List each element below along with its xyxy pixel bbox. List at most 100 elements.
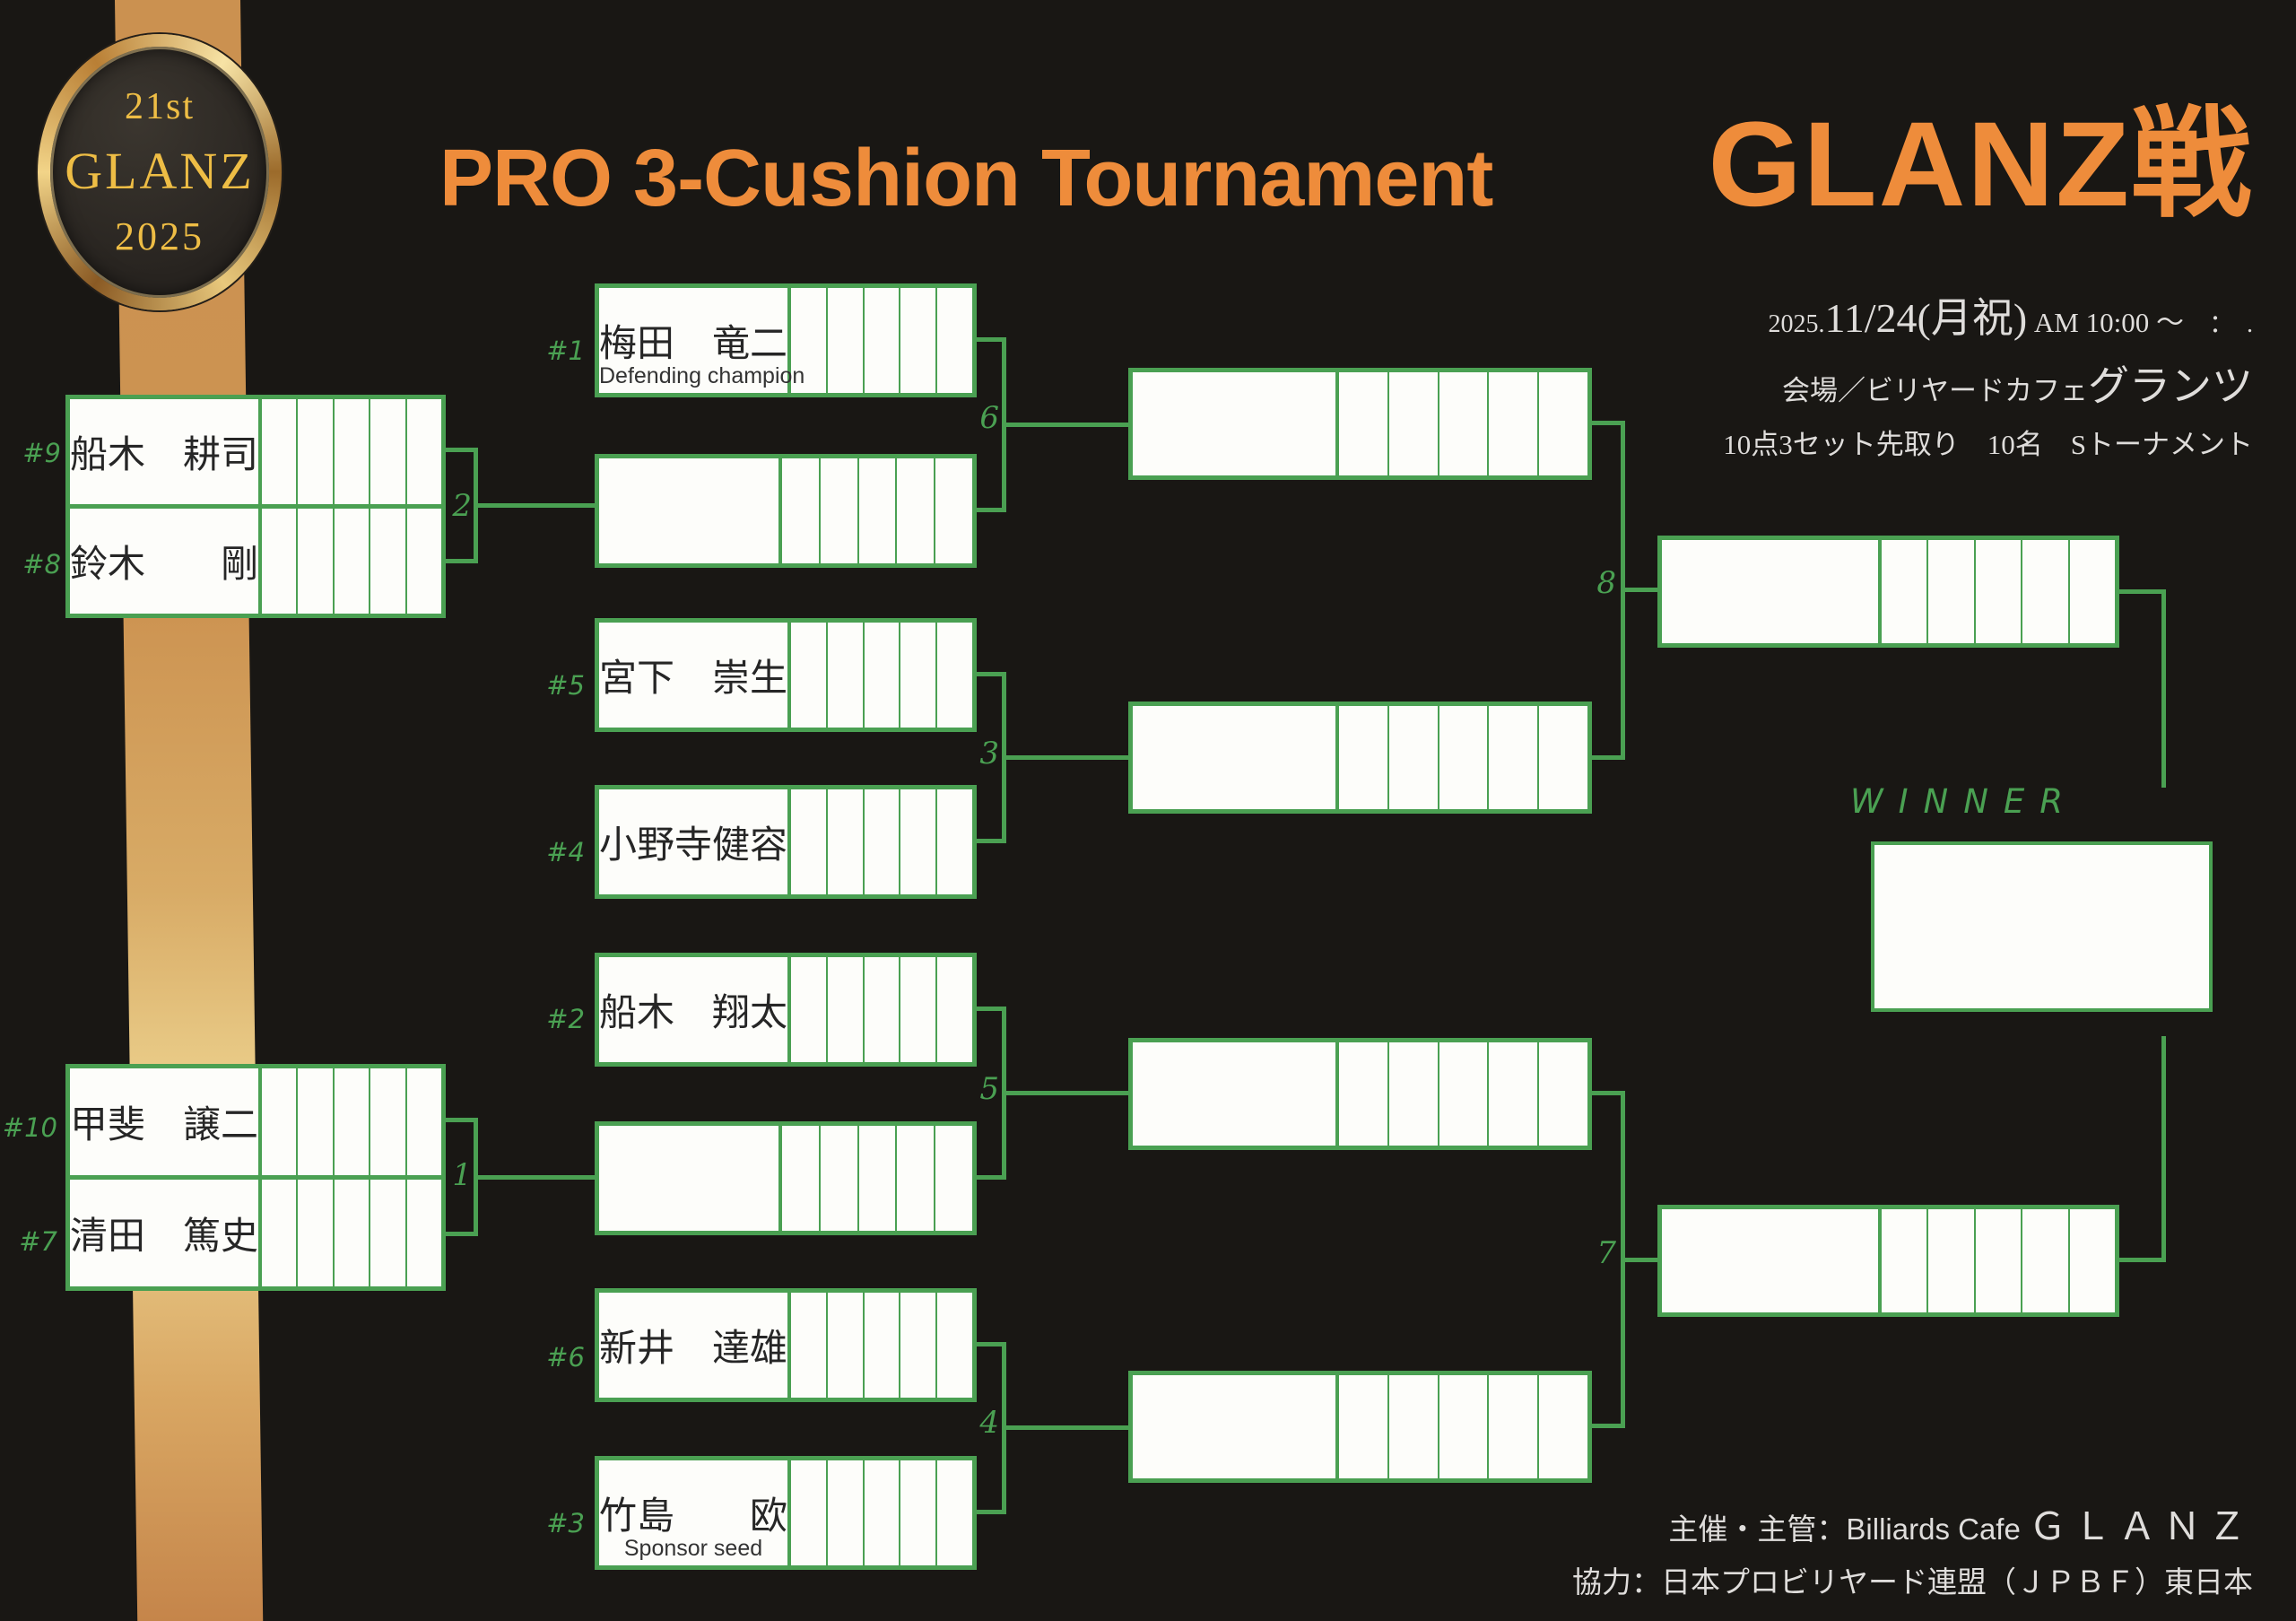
score-cell	[262, 1068, 296, 1175]
match-number-5: 5	[979, 1071, 999, 1107]
badge-brand: GLANZ	[65, 142, 255, 200]
seed-label-6: #6	[546, 1342, 585, 1373]
bracket-line	[2161, 589, 2166, 788]
score-cell	[791, 623, 826, 728]
bracket-line	[474, 448, 478, 563]
bracket-line	[1625, 1258, 1657, 1262]
bracket-line	[478, 503, 595, 508]
score-cell	[1339, 1375, 1387, 1478]
score-cell	[404, 399, 441, 504]
player-name	[1133, 1042, 1339, 1146]
match-number-7: 7	[1596, 1235, 1616, 1271]
event-badge: 21st GLANZ 2025	[38, 34, 282, 310]
score-cell	[899, 789, 935, 894]
score-cell	[404, 1068, 441, 1175]
score-cell	[862, 623, 900, 728]
seed-label-5: #5	[546, 670, 585, 701]
score-cell	[1437, 372, 1488, 475]
final-box-bottom	[1657, 1205, 2119, 1317]
player-name: 甲斐 譲二	[70, 1068, 263, 1175]
score-cell	[1537, 1042, 1587, 1146]
score-cell	[1339, 372, 1387, 475]
bracket-line	[2119, 589, 2166, 594]
score-cell	[1926, 540, 1973, 643]
score-cell	[935, 957, 972, 1062]
final-box-top	[1657, 536, 2119, 648]
player-name-text: 宮下 崇生	[599, 657, 788, 699]
score-cell	[934, 1126, 972, 1231]
event-info: 2025.11/24(月祝) AM 10:00 ～ ： . 会場／ビリヤードカフ…	[1723, 285, 2253, 471]
score-cell	[1437, 706, 1488, 809]
score-cell	[1387, 706, 1438, 809]
score-cell	[825, 1460, 863, 1565]
winner-box	[1871, 841, 2213, 1012]
bracket-line	[1625, 588, 1657, 592]
score-cell	[899, 1460, 935, 1565]
bracket-line	[474, 1118, 478, 1236]
bracket-line	[1621, 421, 1625, 760]
score-cell	[935, 288, 972, 393]
bracket-line	[977, 839, 1006, 843]
score-cell	[862, 789, 900, 894]
bracket-line	[478, 1175, 595, 1180]
match-number-4: 4	[979, 1405, 999, 1441]
score-cell	[899, 288, 935, 393]
round2-box-4: 小野寺健容	[595, 785, 977, 899]
score-cell	[895, 1126, 934, 1231]
score-cell	[1537, 706, 1587, 809]
score-cell	[825, 789, 863, 894]
bracket-line	[977, 1007, 1006, 1011]
score-cell	[1387, 372, 1438, 475]
score-cell	[934, 458, 972, 563]
score-cell	[1387, 1042, 1438, 1146]
bracket-line	[2161, 1036, 2166, 1262]
seed-label-3: #3	[546, 1508, 585, 1538]
score-cell	[332, 1180, 369, 1286]
title-brand: GLANZ戦	[1708, 98, 2253, 231]
player-row: 鈴木 剛	[70, 504, 441, 614]
score-cell	[1973, 1209, 2021, 1312]
seed-label-4: #4	[546, 837, 585, 867]
match-number-2: 2	[452, 488, 472, 524]
event-venue-line: 会場／ビリヤードカフェグランツ	[1723, 353, 2253, 413]
player-name	[599, 1126, 782, 1231]
score-cell	[332, 399, 369, 504]
player-name: 新井 達雄	[599, 1293, 792, 1398]
badge-year: 2025	[115, 214, 204, 258]
bracket-line	[1592, 421, 1625, 425]
player-name	[599, 458, 782, 563]
bracket-line	[1002, 337, 1006, 512]
qf-box-bottom	[1128, 1371, 1592, 1483]
score-cell	[825, 623, 863, 728]
score-cell	[899, 957, 935, 1062]
round1-pair-top: 船木 耕司 鈴木 剛	[65, 395, 446, 618]
venue-label: 会場／ビリヤードカフェ	[1782, 375, 2088, 406]
score-cell	[825, 957, 863, 1062]
event-date-prefix: 2025.	[1768, 310, 1825, 338]
score-cell	[369, 399, 404, 504]
score-cell	[895, 458, 934, 563]
score-cell	[1487, 1042, 1537, 1146]
bracket-line	[1006, 755, 1128, 760]
round2-box-2	[595, 454, 977, 568]
round2-box-7: 新井 達雄	[595, 1288, 977, 1402]
credits-organizer: 主催・主管：Billiards Cafe ＧＬＡＮＺ	[1572, 1496, 2253, 1551]
credits-organizer-brand: ＧＬＡＮＺ	[2028, 1505, 2253, 1547]
player-name-text: 新井 達雄	[599, 1327, 788, 1369]
score-cell	[862, 957, 900, 1062]
score-cell	[862, 288, 900, 393]
seed-label-8: #8	[22, 549, 61, 580]
seed-label-2: #2	[546, 1004, 585, 1034]
bracket-line	[1002, 1007, 1006, 1180]
event-time-suffix: ： .	[2183, 310, 2253, 338]
score-cell	[1882, 540, 1926, 643]
player-name	[1133, 706, 1339, 809]
score-cell	[1437, 1375, 1488, 1478]
qf-box-top	[1128, 368, 1592, 480]
page-title: PRO 3-Cushion Tournament GLANZ戦	[439, 66, 2253, 240]
score-cell	[369, 509, 404, 614]
round2-box-5: 船木 翔太	[595, 953, 977, 1067]
score-cell	[857, 458, 896, 563]
player-name: 鈴木 剛	[70, 509, 263, 614]
